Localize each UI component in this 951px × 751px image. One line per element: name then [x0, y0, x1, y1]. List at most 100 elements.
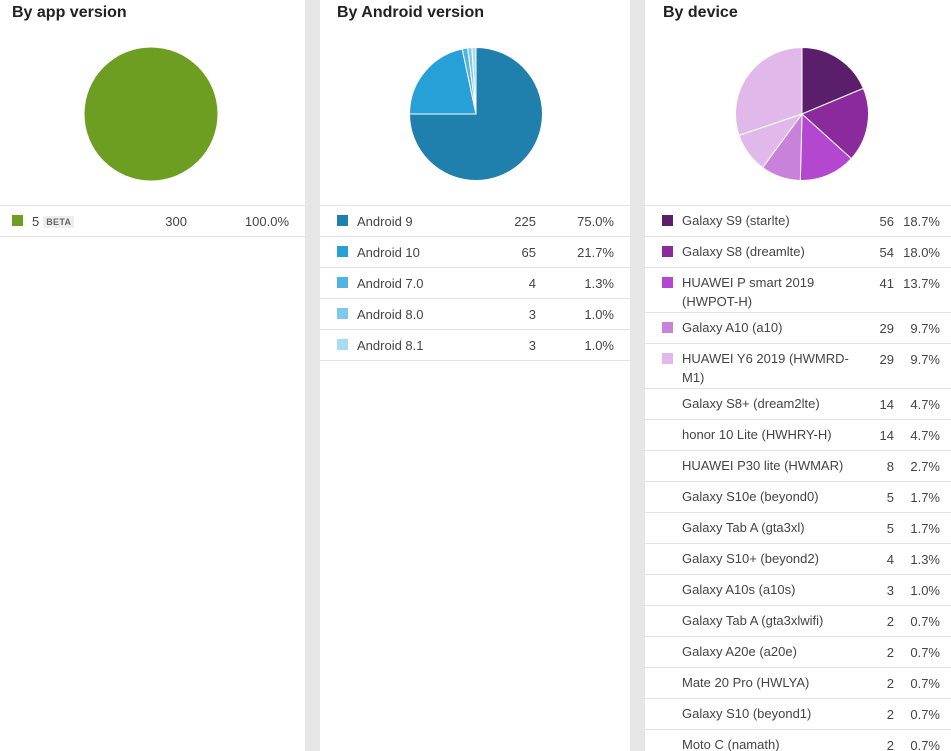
- device-percent: 0.7%: [910, 645, 940, 660]
- android-version-count: 65: [521, 245, 536, 260]
- legend-swatch: [337, 308, 348, 319]
- device-percent: 18.0%: [903, 245, 940, 260]
- android-version-row[interactable]: Android 8.1 3 1.0%: [320, 330, 630, 361]
- device-count: 2: [886, 676, 894, 691]
- android-version-pie-slice: [409, 47, 543, 181]
- device-count: 5: [886, 521, 894, 536]
- device-label: HUAWEI Y6 2019 (HWMRD-M1): [682, 351, 849, 385]
- device-row[interactable]: honor 10 Lite (HWHRY-H) 14 4.7%: [645, 420, 951, 451]
- device-row[interactable]: Galaxy Tab A (gta3xl) 5 1.7%: [645, 513, 951, 544]
- device-percent: 0.7%: [910, 707, 940, 722]
- device-label: Galaxy S9 (starlte): [682, 213, 790, 228]
- legend-swatch: [12, 215, 23, 226]
- device-row[interactable]: Galaxy S8+ (dream2lte) 14 4.7%: [645, 389, 951, 420]
- android-version-percent: 75.0%: [577, 214, 614, 229]
- device-count: 2: [886, 738, 894, 751]
- app-version-pie-chart: [84, 47, 218, 181]
- android-version-row[interactable]: Android 7.0 4 1.3%: [320, 268, 630, 299]
- device-row[interactable]: Galaxy A10 (a10) 29 9.7%: [645, 313, 951, 344]
- android-version-count: 3: [528, 338, 536, 353]
- device-panel: By device Galaxy S9 (starlte) 56 18.7% Gala…: [645, 0, 951, 751]
- device-percent: 2.7%: [910, 459, 940, 474]
- android-version-label: Android 9: [357, 214, 413, 229]
- device-label: Moto C (namath): [682, 737, 780, 751]
- device-count: 14: [879, 428, 894, 443]
- device-count: 8: [886, 459, 894, 474]
- beta-badge: BETA: [43, 216, 75, 228]
- android-version-panel: By Android version Android 9 225 75.0% A…: [320, 0, 630, 751]
- legend-swatch: [337, 339, 348, 350]
- app-version-row[interactable]: 5 BETA 300 100.0%: [0, 206, 305, 237]
- device-count: 2: [886, 614, 894, 629]
- device-percent: 4.7%: [910, 397, 940, 412]
- device-pie-slice: [801, 87, 869, 160]
- device-pie-slice: [801, 47, 865, 115]
- device-percent: 1.7%: [910, 490, 940, 505]
- android-version-row[interactable]: Android 10 65 21.7%: [320, 237, 630, 268]
- device-count: 3: [886, 583, 894, 598]
- device-label: Mate 20 Pro (HWLYA): [682, 675, 810, 690]
- android-version-title: By Android version: [337, 4, 484, 21]
- android-version-pie-chart: [409, 47, 543, 181]
- legend-swatch: [337, 277, 348, 288]
- device-list: Galaxy S9 (starlte) 56 18.7% Galaxy S8 (dre…: [645, 205, 951, 751]
- device-count: 14: [879, 397, 894, 412]
- device-count: 54: [879, 245, 894, 260]
- device-label: Galaxy S10e (beyond0): [682, 489, 819, 504]
- android-version-percent: 1.3%: [584, 276, 614, 291]
- android-version-row[interactable]: Android 9 225 75.0%: [320, 206, 630, 237]
- device-label: Galaxy A10s (a10s): [682, 582, 796, 597]
- device-label: HUAWEI P smart 2019 (HWPOT-H): [682, 275, 815, 309]
- device-row[interactable]: Moto C (namath) 2 0.7%: [645, 730, 951, 751]
- android-version-list: Android 9 225 75.0% Android 10 65 21.7% …: [320, 205, 630, 361]
- device-count: 29: [879, 321, 894, 336]
- device-row[interactable]: Galaxy S10+ (beyond2) 4 1.3%: [645, 544, 951, 575]
- android-version-count: 4: [528, 276, 536, 291]
- device-row[interactable]: Galaxy A20e (a20e) 2 0.7%: [645, 637, 951, 668]
- device-percent: 1.0%: [910, 583, 940, 598]
- device-row[interactable]: Galaxy A10s (a10s) 3 1.0%: [645, 575, 951, 606]
- device-pie-chart: [735, 47, 869, 181]
- device-label: Galaxy S10 (beyond1): [682, 706, 812, 721]
- device-row[interactable]: Galaxy S10e (beyond0) 5 1.7%: [645, 482, 951, 513]
- app-version-percent: 100.0%: [244, 214, 289, 229]
- device-label: Galaxy S10+ (beyond2): [682, 551, 819, 566]
- device-percent: 0.7%: [910, 738, 940, 751]
- device-percent: 1.3%: [910, 552, 940, 567]
- app-version-count: 300: [165, 214, 187, 229]
- device-row[interactable]: Galaxy Tab A (gta3xlwifi) 2 0.7%: [645, 606, 951, 637]
- android-version-row[interactable]: Android 8.0 3 1.0%: [320, 299, 630, 330]
- device-row[interactable]: Galaxy S9 (starlte) 56 18.7%: [645, 206, 951, 237]
- android-version-pie-slice: [409, 48, 477, 115]
- device-row[interactable]: Galaxy S10 (beyond1) 2 0.7%: [645, 699, 951, 730]
- android-version-percent: 1.0%: [584, 307, 614, 322]
- device-count: 56: [879, 214, 894, 229]
- device-row[interactable]: HUAWEI Y6 2019 (HWMRD-M1) 29 9.7%: [645, 344, 951, 389]
- device-row[interactable]: Mate 20 Pro (HWLYA) 2 0.7%: [645, 668, 951, 699]
- device-label: honor 10 Lite (HWHRY-H): [682, 427, 832, 442]
- app-version-list: 5 BETA 300 100.0%: [0, 205, 305, 237]
- device-label: Galaxy Tab A (gta3xlwifi): [682, 613, 824, 628]
- android-version-label: Android 10: [357, 245, 420, 260]
- device-title: By device: [663, 4, 738, 21]
- legend-swatch: [662, 215, 673, 226]
- device-row[interactable]: Galaxy S8 (dreamlte) 54 18.0%: [645, 237, 951, 268]
- device-label: Galaxy Tab A (gta3xl): [682, 520, 805, 535]
- device-row[interactable]: HUAWEI P30 lite (HWMAR) 8 2.7%: [645, 451, 951, 482]
- android-version-pie-slice: [471, 47, 477, 115]
- app-version-pie-slice: [84, 47, 218, 181]
- device-percent: 18.7%: [903, 214, 940, 229]
- device-percent: 9.7%: [910, 352, 940, 367]
- device-label: Galaxy S8 (dreamlte): [682, 244, 805, 259]
- device-row[interactable]: HUAWEI P smart 2019 (HWPOT-H) 41 13.7%: [645, 268, 951, 313]
- device-count: 2: [886, 645, 894, 660]
- device-count: 2: [886, 707, 894, 722]
- device-percent: 0.7%: [910, 676, 940, 691]
- legend-swatch: [662, 246, 673, 257]
- device-percent: 13.7%: [903, 276, 940, 291]
- device-label: Galaxy A20e (a20e): [682, 644, 797, 659]
- legend-swatch: [662, 353, 673, 364]
- device-percent: 1.7%: [910, 521, 940, 536]
- app-version-label: 5: [32, 214, 40, 229]
- legend-swatch: [662, 322, 673, 333]
